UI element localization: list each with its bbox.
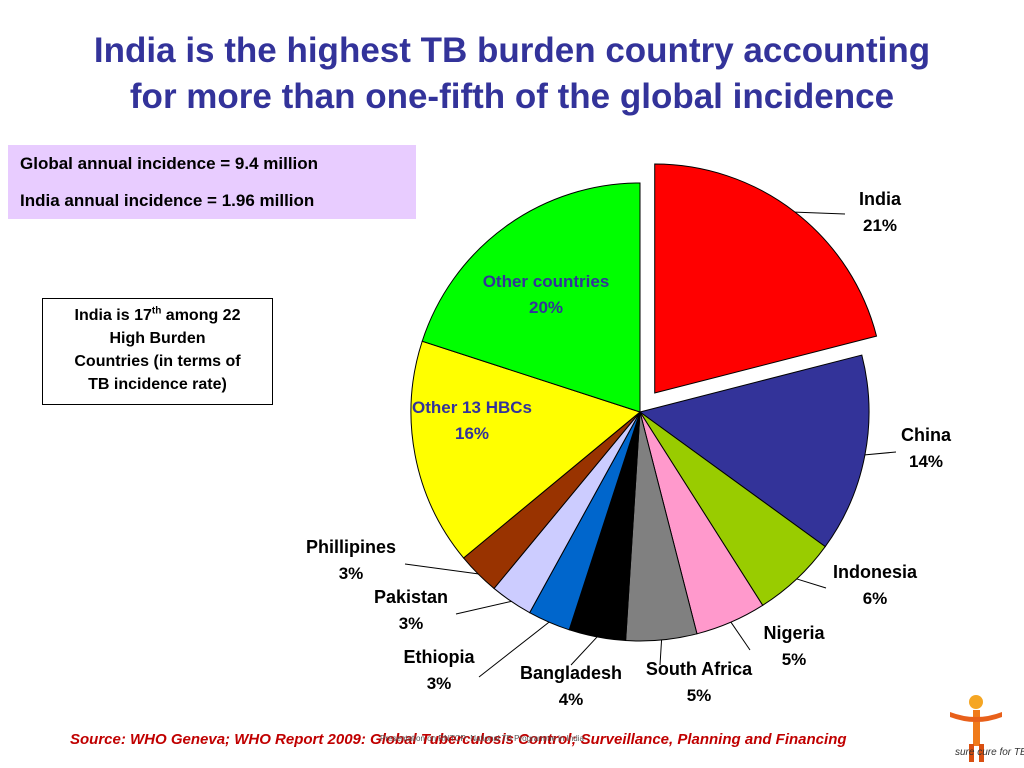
rank-text-2: among 22	[161, 307, 241, 324]
slice-percent-bangladesh: 4%	[559, 690, 584, 709]
title-line-2: for more than one-fifth of the global in…	[129, 77, 895, 116]
slice-percent-nigeria: 5%	[782, 650, 807, 669]
slice-percent-pakistan: 3%	[399, 614, 424, 633]
slice-percent-china: 14%	[909, 452, 943, 471]
slice-percent-other-countries: 20%	[529, 298, 563, 317]
slice-label-bangladesh: Bangladesh	[520, 663, 622, 683]
leader-line-bangladesh	[570, 636, 598, 666]
leader-line-nigeria	[730, 621, 751, 651]
slice-label-china: China	[901, 425, 952, 445]
source-citation: Source: WHO Geneva; WHO Report 2009: Glo…	[70, 731, 847, 748]
leader-line-south-africa	[659, 639, 663, 666]
india-incidence-text: India annual incidence = 1.96 million	[20, 191, 315, 210]
leader-line-ethiopia	[478, 621, 550, 678]
slice-label-nigeria: Nigeria	[763, 623, 825, 643]
leader-line-india	[795, 211, 846, 215]
slice-label-ethiopia: Ethiopia	[404, 647, 476, 667]
slice-label-other-13-hbcs: Other 13 HBCs	[412, 398, 532, 417]
slice-label-south-africa: South Africa	[646, 659, 753, 679]
rank-line-3: Countries (in terms of	[74, 353, 241, 370]
slice-label-pakistan: Pakistan	[374, 587, 448, 607]
pie-slice-other-13-hbcs	[410, 340, 642, 559]
slice-percent-india: 21%	[863, 216, 897, 235]
rank-text-1: India is 17	[74, 307, 152, 324]
slice-label-india: India	[859, 189, 902, 209]
slice-percent-other-13-hbcs: 16%	[455, 424, 489, 443]
slice-label-other-countries: Other countries	[483, 272, 610, 291]
rank-superscript: th	[151, 305, 162, 317]
slice-label-phillipines: Phillipines	[306, 537, 396, 557]
slice-percent-south-africa: 5%	[687, 686, 712, 705]
rank-line-1: India is 17th among 22	[43, 304, 272, 327]
leader-line-china	[864, 451, 897, 456]
footer-note: Presentation on RNTCP: National TB Progr…	[380, 734, 584, 743]
global-incidence-text: Global annual incidence = 9.4 million	[20, 154, 319, 173]
title-line-1: India is the highest TB burden country a…	[93, 31, 931, 70]
leader-line-indonesia	[796, 578, 827, 589]
slice-percent-ethiopia: 3%	[427, 674, 452, 693]
slice-percent-phillipines: 3%	[339, 564, 364, 583]
pie-slice-india	[654, 163, 878, 394]
slice-label-indonesia: Indonesia	[833, 562, 918, 582]
rank-line-4: TB incidence rate)	[88, 376, 227, 393]
page-title: India is the highest TB burden country a…	[0, 28, 1024, 120]
pie-slice-other-countries	[421, 182, 641, 413]
incidence-info-box: Global annual incidence = 9.4 million In…	[8, 145, 416, 219]
leader-line-phillipines	[404, 563, 479, 575]
leader-line-pakistan	[455, 600, 512, 615]
logo-tagline: sure cure for TB.	[955, 747, 1024, 758]
slice-percent-indonesia: 6%	[863, 589, 888, 608]
rank-line-2: High Burden	[109, 330, 206, 347]
rank-note-box: India is 17th among 22 High Burden Count…	[42, 298, 273, 405]
dots-logo-figure-icon	[950, 695, 1002, 762]
